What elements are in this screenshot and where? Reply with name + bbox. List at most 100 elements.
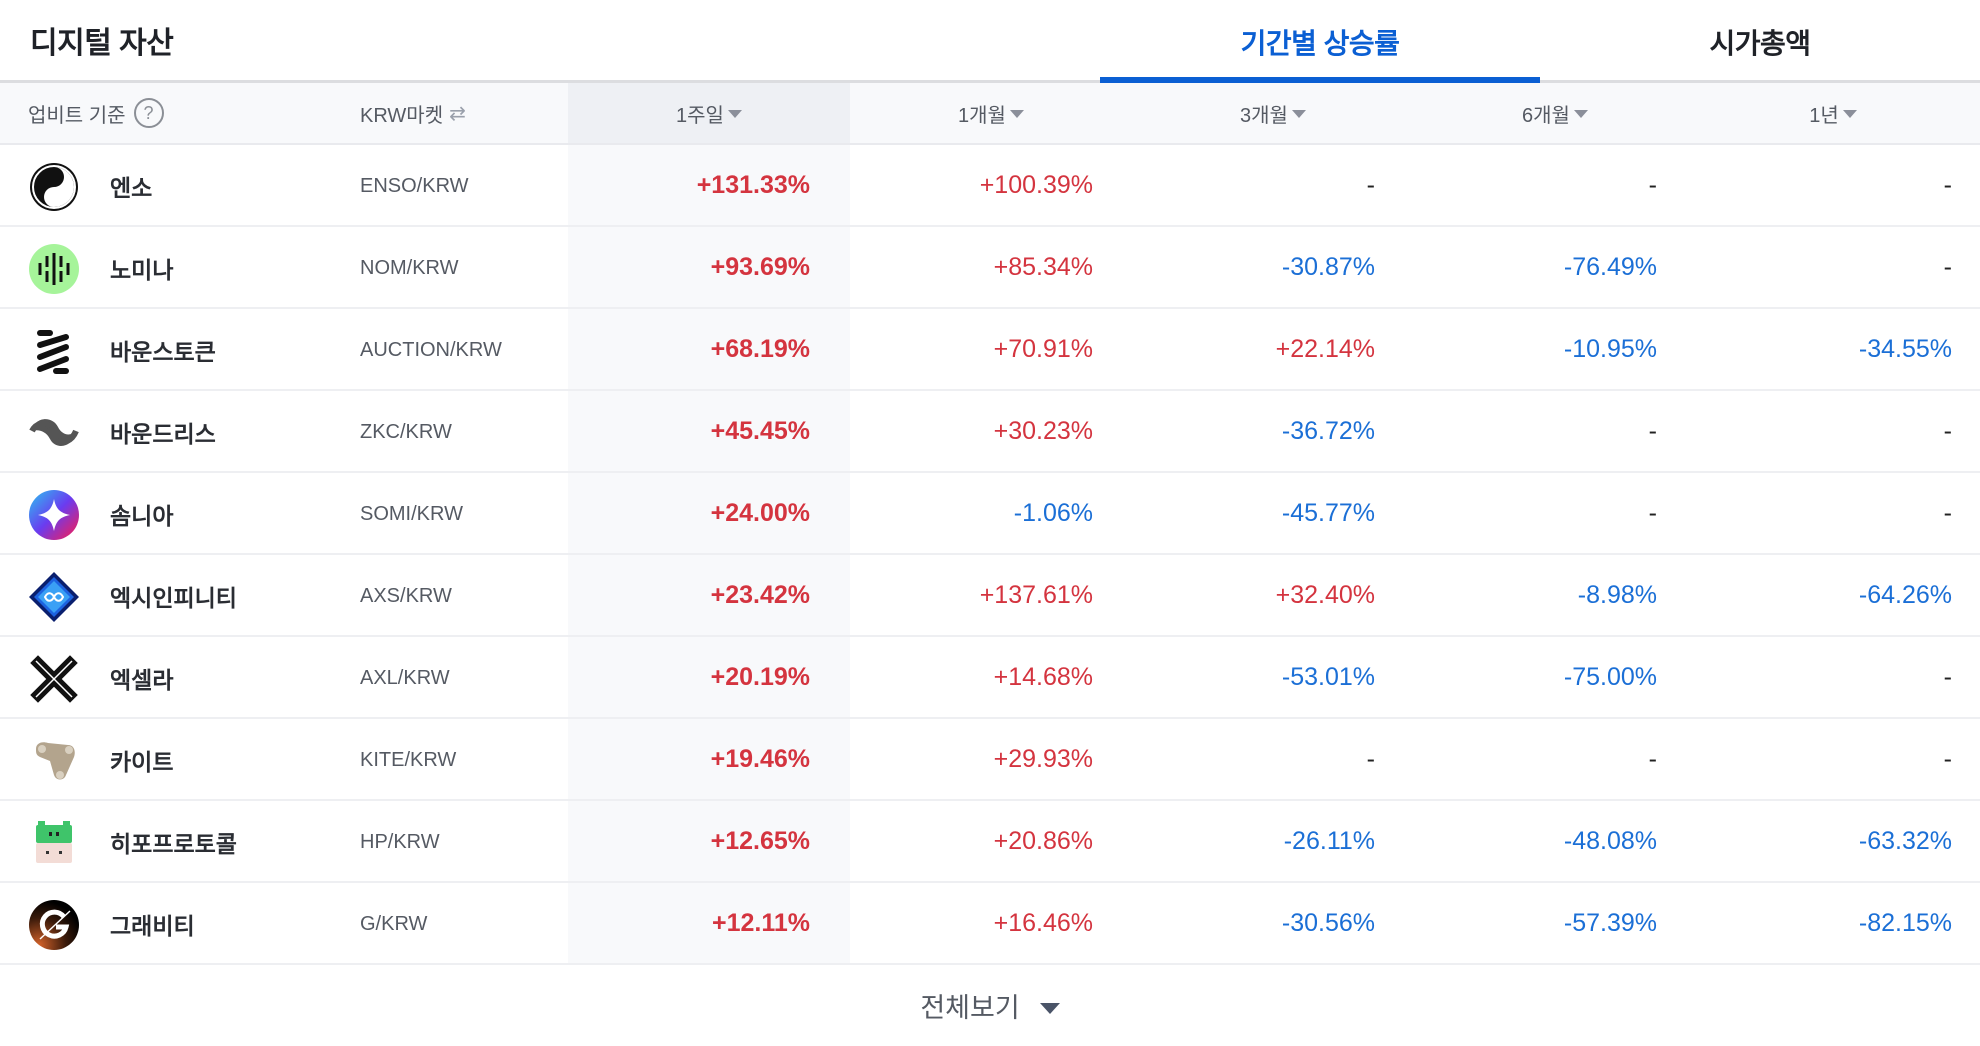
return-1month: +20.86% [993, 827, 1093, 855]
footer: 전체보기 [0, 965, 1980, 1046]
top-bar: 디지털 자산 기간별 상승률 시가총액 [0, 0, 1980, 83]
column-header-1month[interactable]: 1개월 [850, 83, 1132, 143]
return-1year: -64.26% [1858, 581, 1952, 609]
enso-logo-icon [30, 163, 78, 211]
column-label: 1년 [1809, 104, 1839, 127]
return-1month: +16.46% [993, 909, 1093, 937]
return-1month: +85.34% [993, 253, 1093, 281]
tab-period-return[interactable]: 기간별 상승률 [1100, 0, 1540, 83]
caret-down-icon [1573, 110, 1588, 118]
question-circle-icon[interactable]: ? [133, 98, 164, 128]
column-header-6month[interactable]: 6개월 [1414, 83, 1696, 143]
return-6month: -8.98% [1577, 581, 1657, 609]
column-label: 1주일 [676, 104, 724, 127]
coin-pair: G/KRW [360, 913, 428, 935]
return-1year: - [1943, 663, 1952, 691]
return-1week: +68.19% [710, 335, 810, 363]
coin-pair: AXS/KRW [360, 585, 452, 607]
return-1year: -63.32% [1858, 827, 1952, 855]
return-1week: +93.69% [710, 253, 810, 281]
gravity-logo-icon [29, 900, 79, 950]
return-1week: +23.42% [710, 581, 810, 609]
table-row[interactable]: 엔소 ENSO/KRW +131.33% +100.39% - - - [0, 145, 1980, 227]
caret-down-icon [1009, 110, 1024, 118]
swap-arrows-icon[interactable]: ⇄ [449, 102, 466, 125]
return-1year: -34.55% [1858, 335, 1952, 363]
market-toggle[interactable]: KRW마켓 ⇄ [360, 83, 466, 143]
sorted-column-highlight [568, 145, 850, 965]
caret-down-icon [1291, 110, 1306, 118]
column-label: 1개월 [958, 104, 1006, 127]
coin-pair: ENSO/KRW [360, 175, 469, 197]
view-all-button[interactable]: 전체보기 [920, 986, 1060, 1025]
somnia-logo-icon [29, 490, 79, 540]
return-1month: +100.39% [979, 171, 1093, 199]
coin-name: 노미나 [110, 257, 174, 283]
coin-name: 솜니아 [110, 503, 174, 529]
return-3month: -36.72% [1281, 417, 1375, 445]
return-1month: -1.06% [1013, 499, 1093, 527]
column-label: 6개월 [1522, 104, 1570, 127]
coin-name: 카이트 [110, 749, 174, 775]
view-all-label: 전체보기 [920, 993, 1020, 1023]
bounce-token-logo-icon [37, 330, 69, 374]
table-row[interactable]: 엑셀라 AXL/KRW +20.19% +14.68% -53.01% -75.… [0, 637, 1980, 719]
table-row[interactable]: 노미나 NOM/KRW +93.69% +85.34% -30.87% -76.… [0, 227, 1980, 309]
return-1week: +12.11% [711, 909, 810, 937]
column-header-3month[interactable]: 3개월 [1132, 83, 1414, 143]
page-title: 디지털 자산 [30, 27, 174, 60]
coin-pair: AXL/KRW [360, 667, 450, 689]
coin-name: 엑시인피니티 [110, 585, 237, 611]
caret-down-icon [1039, 1003, 1060, 1014]
tab-market-cap[interactable]: 시가총액 [1540, 0, 1980, 83]
coin-pair: AUCTION/KRW [360, 339, 502, 361]
table-row[interactable]: 카이트 KITE/KRW +19.46% +29.93% - - - [0, 719, 1980, 801]
caret-down-icon [727, 110, 742, 118]
column-header-1year[interactable]: 1년 [1692, 83, 1974, 143]
table-header: 업비트 기준 ? KRW마켓 ⇄ 1주일 1개월 3개월 6개월 1년 [0, 83, 1980, 145]
return-3month: -30.56% [1281, 909, 1375, 937]
coin-name: 바운드리스 [110, 421, 216, 447]
return-1week: +45.45% [710, 417, 810, 445]
return-1month: +137.61% [979, 581, 1093, 609]
table-row[interactable]: 솜니아 SOMI/KRW +24.00% -1.06% -45.77% - - [0, 473, 1980, 555]
return-1week: +12.65% [710, 827, 810, 855]
market-label: KRW마켓 [360, 104, 444, 127]
tab-label: 기간별 상승률 [1240, 27, 1400, 59]
return-1year: - [1943, 499, 1952, 527]
return-1month: +30.23% [993, 417, 1093, 445]
coin-pair: NOM/KRW [360, 257, 459, 279]
hippo-protocol-logo-icon [36, 821, 72, 863]
coin-name: 히포프로토콜 [110, 831, 237, 857]
return-1week: +20.19% [710, 663, 810, 691]
column-header-1week[interactable]: 1주일 [568, 83, 850, 143]
table-row[interactable]: 바운드리스 ZKC/KRW +45.45% +30.23% -36.72% - … [0, 391, 1980, 473]
coin-pair: HP/KRW [360, 831, 440, 853]
table-row[interactable]: 그래비티 G/KRW +12.11% +16.46% -30.56% -57.3… [0, 883, 1980, 965]
basis-label-cell: 업비트 기준 ? [28, 83, 164, 143]
nomina-logo-icon [29, 244, 79, 294]
coin-pair: KITE/KRW [360, 749, 457, 771]
return-3month: -30.87% [1281, 253, 1375, 281]
return-1year: - [1943, 417, 1952, 445]
basis-label: 업비트 기준 [28, 104, 126, 127]
return-6month: -10.95% [1563, 335, 1657, 363]
return-1year: - [1943, 253, 1952, 281]
return-3month: - [1366, 171, 1375, 199]
return-6month: -76.49% [1563, 253, 1657, 281]
tab-label: 시가총액 [1709, 27, 1811, 59]
return-1month: +70.91% [993, 335, 1093, 363]
table-row[interactable]: 바운스토큰 AUCTION/KRW +68.19% +70.91% +22.14… [0, 309, 1980, 391]
coin-pair: ZKC/KRW [360, 421, 452, 443]
coin-pair: SOMI/KRW [360, 503, 463, 525]
return-3month: - [1366, 745, 1375, 773]
return-1week: +131.33% [696, 171, 810, 199]
table-row[interactable]: 엑시인피니티 AXS/KRW +23.42% +137.61% +32.40% … [0, 555, 1980, 637]
table-row[interactable]: 히포프로토콜 HP/KRW +12.65% +20.86% -26.11% -4… [0, 801, 1980, 883]
axelar-logo-icon [30, 655, 78, 703]
coin-name: 그래비티 [110, 913, 195, 939]
coin-name: 바운스토큰 [110, 339, 216, 365]
return-1year: -82.15% [1858, 909, 1952, 937]
return-1month: +14.68% [993, 663, 1093, 691]
return-6month: - [1648, 745, 1657, 773]
